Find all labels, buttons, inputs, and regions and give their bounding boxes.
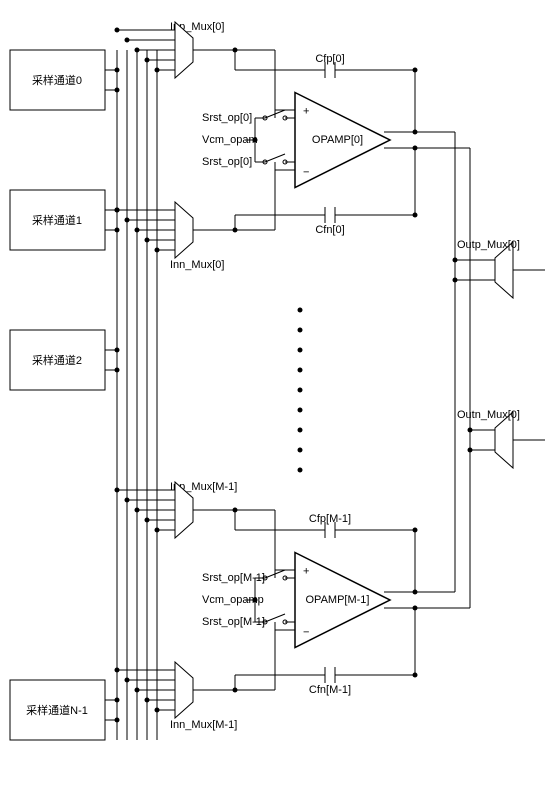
- inn-mux-m: [175, 662, 193, 718]
- svg-text:Srst_op[0]: Srst_op[0]: [202, 112, 252, 124]
- channel-label-ch0: 采样通道0: [32, 73, 82, 87]
- svg-text:Vcm_opam: Vcm_opam: [202, 134, 258, 146]
- svg-text:+: +: [303, 106, 309, 118]
- svg-text:Vcm_opamp: Vcm_opamp: [202, 594, 264, 606]
- svg-text:Cfn[M-1]: Cfn[M-1]: [309, 684, 351, 696]
- svg-text:Cfp[M-1]: Cfp[M-1]: [309, 513, 351, 525]
- svg-text:Inn_Mux[0]: Inn_Mux[0]: [170, 259, 224, 271]
- svg-text:−: −: [303, 627, 309, 639]
- channel-label-ch1: 采样通道1: [32, 213, 82, 227]
- svg-text:Cfp[0]: Cfp[0]: [315, 53, 344, 65]
- svg-text:Srst_op[M-1]: Srst_op[M-1]: [202, 616, 265, 628]
- svg-text:OPAMP[0]: OPAMP[0]: [312, 134, 363, 146]
- svg-text:Cfn[0]: Cfn[0]: [315, 224, 344, 236]
- svg-text:Srst_op[M-1]: Srst_op[M-1]: [202, 572, 265, 584]
- svg-text:Srst_op[0]: Srst_op[0]: [202, 156, 252, 168]
- svg-text:Outp_Mux[0]: Outp_Mux[0]: [457, 239, 520, 251]
- svg-text:Inn_Mux[M-1]: Inn_Mux[M-1]: [170, 719, 237, 731]
- svg-text:+: +: [303, 566, 309, 578]
- svg-text:−: −: [303, 167, 309, 179]
- svg-text:Outn_Mux[0]: Outn_Mux[0]: [457, 409, 520, 421]
- svg-text:OPAMP[M-1]: OPAMP[M-1]: [306, 594, 370, 606]
- inn-mux-0: [175, 202, 193, 258]
- channel-label-chN: 采样通道N-1: [26, 703, 88, 717]
- channel-label-ch2: 采样通道2: [32, 353, 82, 367]
